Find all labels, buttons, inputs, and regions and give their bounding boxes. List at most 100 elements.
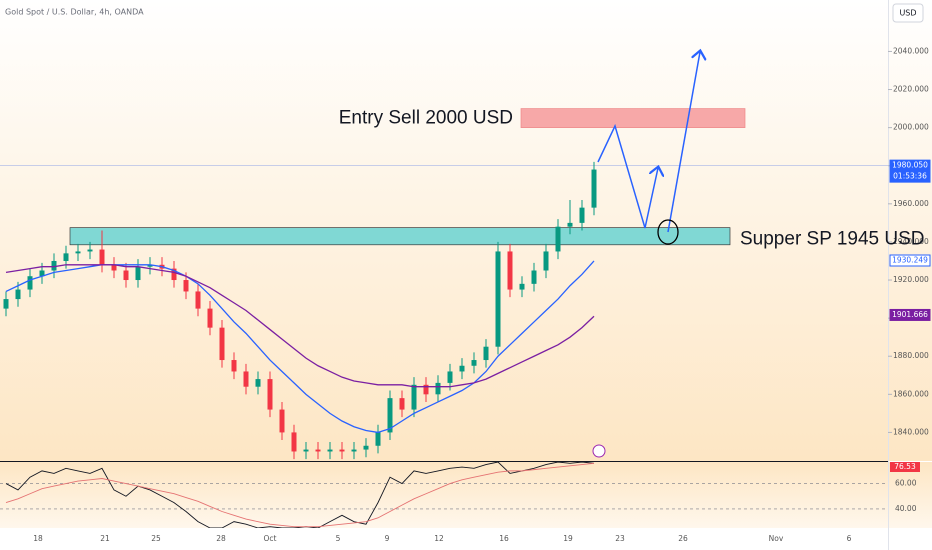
candle-body	[315, 449, 321, 452]
rsi-badge-label: 76.53	[894, 462, 916, 471]
x-tick-label: Nov	[769, 534, 784, 543]
price-badge	[889, 159, 931, 183]
candle-body	[87, 249, 93, 252]
candle-body	[483, 346, 489, 361]
main-plot	[0, 108, 888, 460]
x-tick-label: 9	[385, 534, 390, 543]
candle-body	[51, 260, 57, 271]
rsi-plot	[0, 462, 888, 528]
candle-body	[75, 251, 81, 254]
candle-body	[15, 289, 21, 300]
y-tick-label: 1960.000	[893, 199, 929, 208]
x-tick-label: 21	[100, 534, 110, 543]
candle-body	[327, 449, 333, 452]
candle-body	[363, 445, 369, 450]
candle-body	[135, 266, 141, 281]
arrow-path	[597, 123, 658, 229]
moving-average	[5, 264, 595, 388]
candle-body	[411, 384, 417, 410]
candle-body	[303, 449, 309, 452]
price-badge	[889, 308, 931, 321]
x-tick-label: 12	[434, 534, 444, 543]
price-badge-label: 1930.249	[892, 256, 928, 265]
x-tick-label: 23	[615, 534, 625, 543]
candle-body	[99, 249, 105, 265]
candle-body	[399, 398, 405, 410]
candle-body	[3, 299, 9, 309]
candle-body	[531, 270, 537, 284]
candle-body	[567, 222, 573, 227]
price-badge	[889, 254, 931, 267]
rsi-badge	[890, 462, 920, 472]
candle-body	[435, 382, 441, 395]
zone-label: Supper SP 1945 USD	[740, 229, 925, 250]
projection-arrows	[597, 52, 700, 233]
y-tick-label: 2020.000	[893, 85, 929, 94]
candle-body	[459, 365, 465, 372]
candle-body	[423, 384, 429, 395]
symbol-title: Gold Spot / U.S. Dollar, 4h, OANDA	[5, 8, 144, 17]
candle-body	[111, 264, 117, 271]
arrow-path	[667, 52, 700, 233]
candle-body	[63, 253, 69, 261]
candle-body	[387, 398, 393, 433]
time-axis	[0, 528, 932, 550]
y-tick-label: 2000.000	[893, 123, 929, 132]
countdown: 01:53:36	[893, 172, 927, 181]
candle-body	[447, 371, 453, 383]
x-tick-label: 6	[847, 534, 852, 543]
price-badge-label: 1980.050	[892, 161, 928, 170]
candle-body	[183, 280, 189, 292]
candle-body	[579, 207, 585, 223]
currency-button[interactable]	[892, 3, 924, 23]
candle-body	[507, 251, 513, 290]
x-tick-label: 5	[336, 534, 341, 543]
candle-body	[519, 283, 525, 290]
candle-body	[279, 409, 285, 433]
candle-body	[555, 226, 561, 252]
candle-body	[291, 432, 297, 452]
y-tick-label: 1840.000	[893, 427, 929, 436]
candle-body	[267, 379, 273, 410]
price-badge-label: 1901.666	[892, 310, 928, 319]
x-tick-label: 26	[678, 534, 688, 543]
candle-body	[591, 169, 597, 208]
y-tick-label: 1880.000	[893, 351, 929, 360]
x-tick-label: 25	[151, 534, 161, 543]
x-tick-label: 19	[563, 534, 573, 543]
candle-body	[495, 251, 501, 347]
x-tick-label: 16	[499, 534, 509, 543]
candle-body	[195, 291, 201, 309]
candle-body	[471, 360, 477, 366]
candle-body	[207, 308, 213, 328]
x-tick-label: 28	[216, 534, 226, 543]
zone-label: Entry Sell 2000 USD	[339, 108, 513, 129]
x-tick-label: Oct	[264, 534, 277, 543]
rsi-pane	[0, 462, 932, 528]
candle-body	[543, 251, 549, 271]
x-tick-label: 18	[33, 534, 43, 543]
axes: 1840.0001860.0001880.0001900.0001920.000…	[33, 46, 931, 543]
y-tick-label: 60.00	[895, 479, 917, 488]
circle-marker	[657, 219, 679, 245]
candle-body	[123, 270, 129, 281]
candle-body	[351, 449, 357, 452]
event-icon[interactable]	[592, 444, 606, 458]
rsi-line	[5, 462, 595, 528]
y-tick-label: 1940.000	[893, 237, 929, 246]
candle-body	[171, 268, 177, 281]
candle-body	[39, 270, 45, 277]
zone	[520, 108, 746, 128]
candle-body	[219, 327, 225, 361]
y-tick-label: 2040.000	[893, 46, 929, 55]
candle-body	[339, 449, 345, 452]
y-tick-label: 1860.000	[893, 389, 929, 398]
currency: USD	[899, 9, 916, 18]
zone	[69, 227, 731, 246]
candle-body	[147, 264, 153, 267]
candle-body	[375, 432, 381, 446]
rsi-line	[5, 462, 595, 528]
candle-body	[255, 379, 261, 387]
